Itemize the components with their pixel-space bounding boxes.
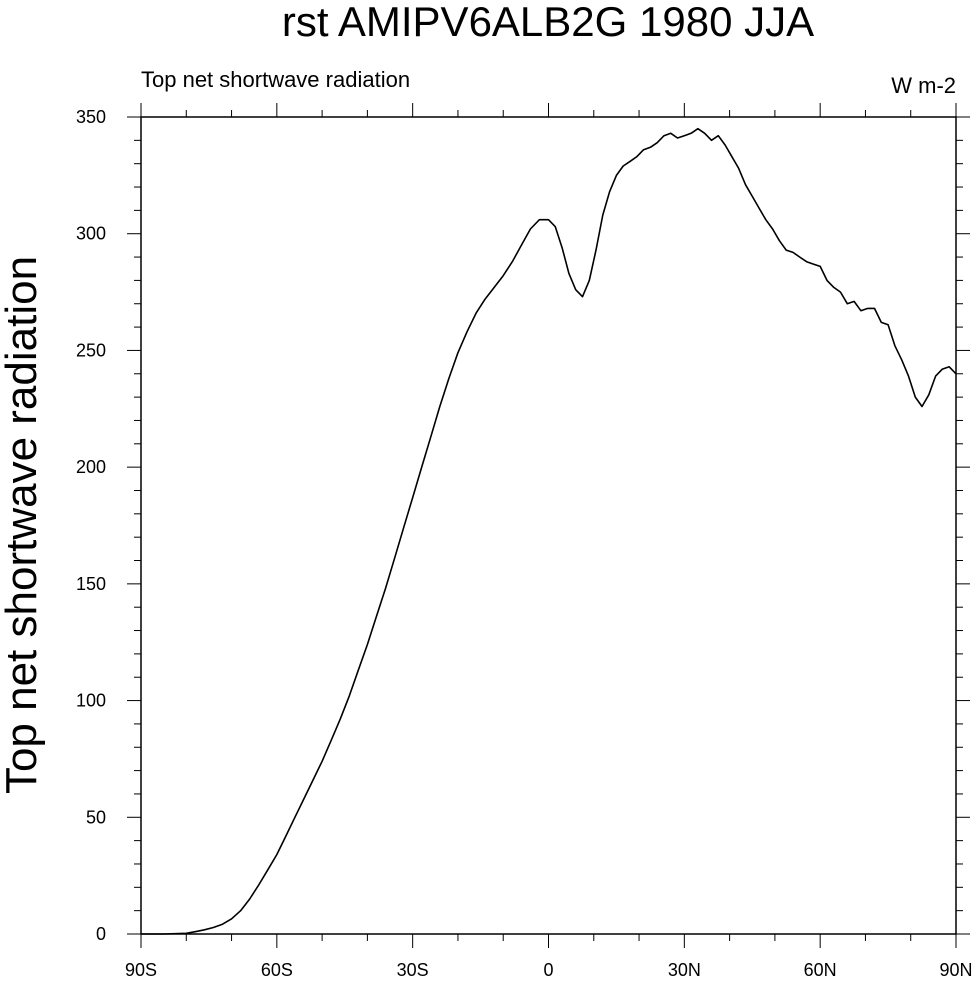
- chart-title: rst AMIPV6ALB2G 1980 JJA: [282, 0, 814, 45]
- major-tick-marks: [127, 103, 970, 948]
- y-tick-label: 200: [76, 457, 106, 477]
- x-tick-label: 90S: [125, 960, 157, 980]
- x-tick-label: 30S: [397, 960, 429, 980]
- y-tick-label: 150: [76, 574, 106, 594]
- y-axis-title: Top net shortwave radiation: [0, 256, 46, 794]
- minor-tick-marks: [134, 110, 963, 941]
- x-tick-label: 60N: [804, 960, 837, 980]
- y-tick-labels: 0 50 100 150 200 250 300 350: [76, 107, 106, 944]
- data-series-group: [141, 127, 957, 935]
- y-tick-label: 350: [76, 107, 106, 127]
- x-tick-labels: 90S 60S 30S 0 30N 60N 90N: [125, 960, 973, 980]
- data-series-line: [141, 127, 957, 935]
- y-tick-label: 100: [76, 691, 106, 711]
- units-label: W m-2: [891, 73, 956, 98]
- x-tick-label: 60S: [261, 960, 293, 980]
- y-tick-label: 0: [96, 924, 106, 944]
- plot-frame: [140, 116, 957, 935]
- x-tick-label: 0: [543, 960, 553, 980]
- y-tick-label: 50: [86, 807, 106, 827]
- x-tick-label: 90N: [939, 960, 972, 980]
- x-tick-label: 30N: [668, 960, 701, 980]
- y-tick-label: 250: [76, 340, 106, 360]
- variable-name-label: Top net shortwave radiation: [141, 67, 410, 92]
- y-tick-label: 300: [76, 224, 106, 244]
